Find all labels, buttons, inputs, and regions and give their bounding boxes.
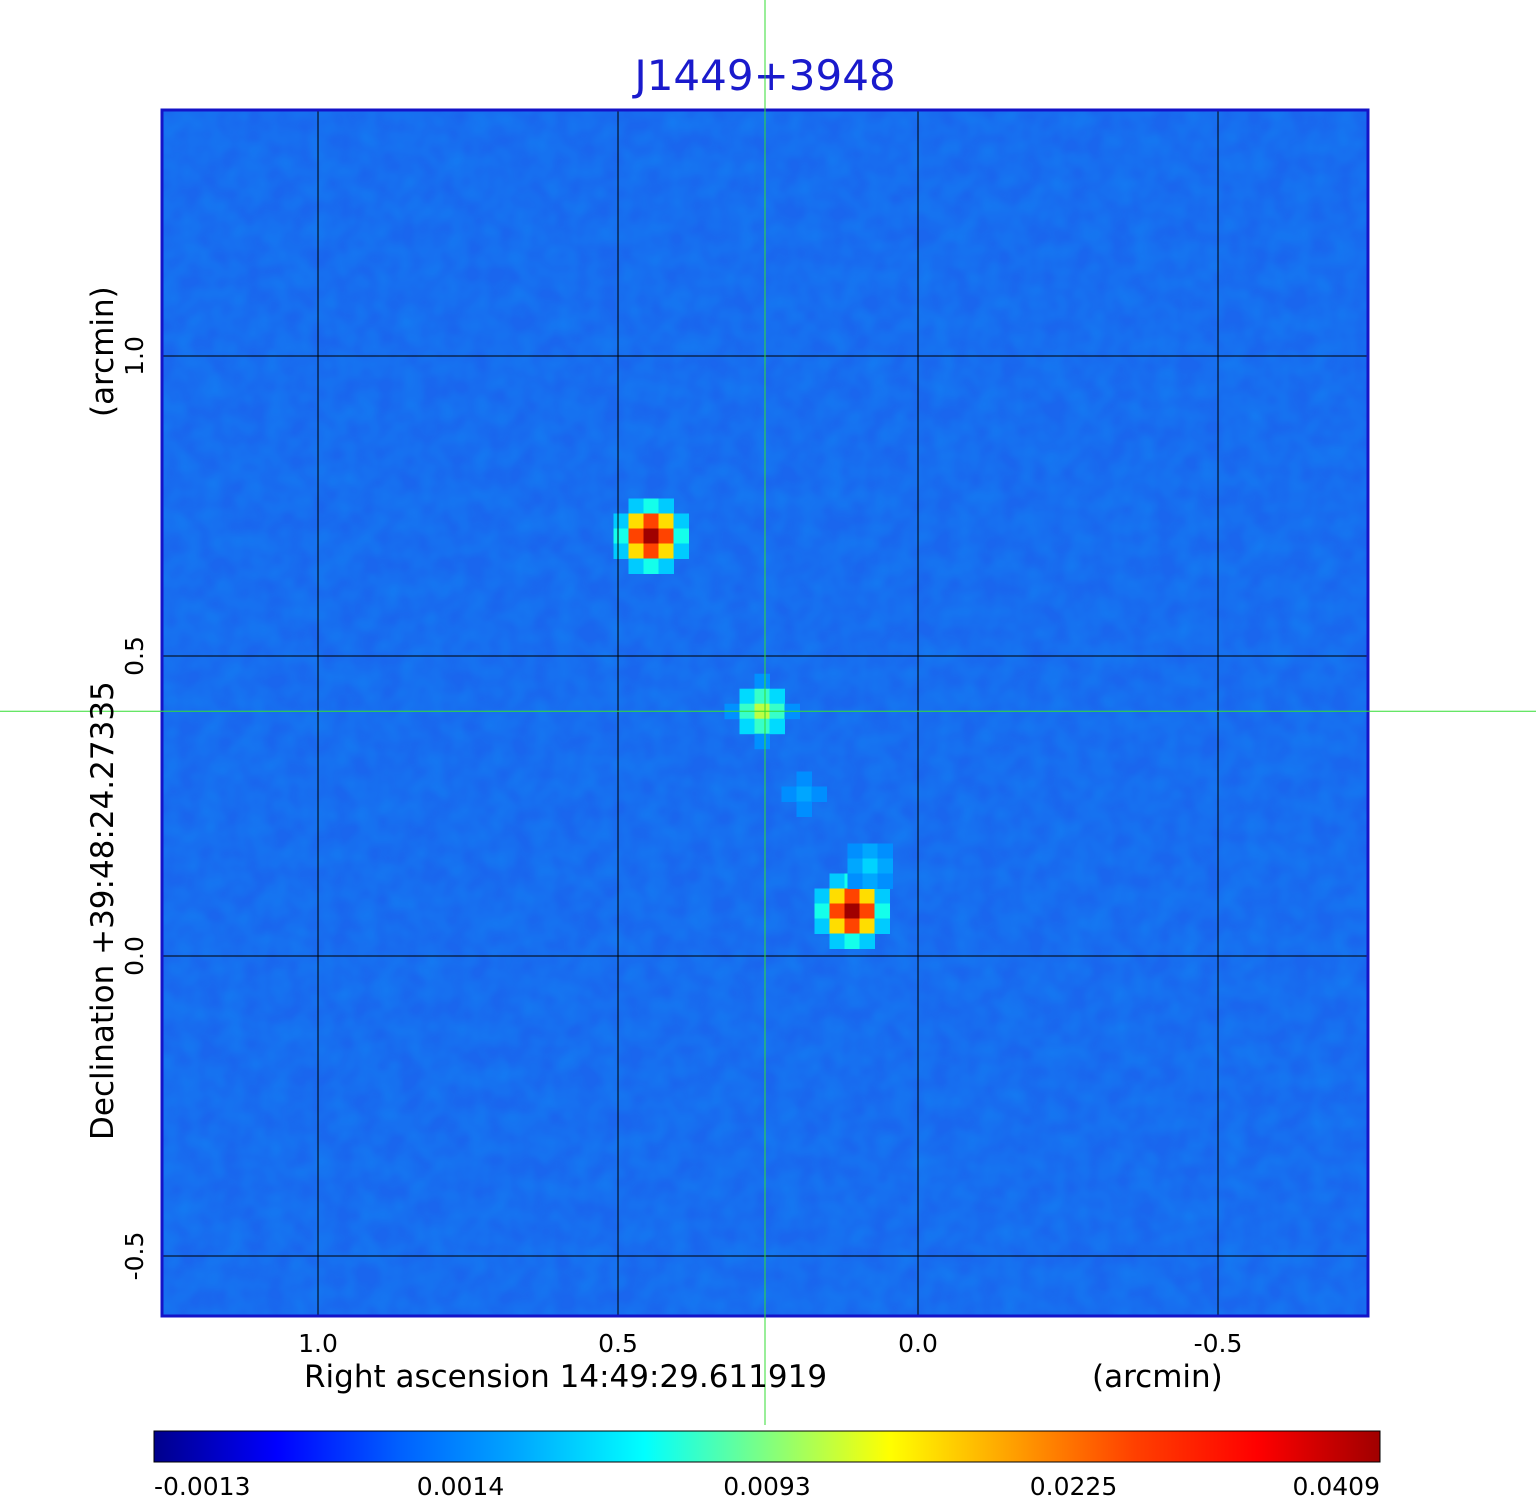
- source-pixel: [847, 843, 863, 859]
- y-axis-label: Declination +39:48:24.27335: [85, 681, 121, 1140]
- x-axis-unit: (arcmin): [1092, 1359, 1223, 1395]
- source-pixel: [829, 918, 845, 934]
- source-pixel: [847, 858, 863, 874]
- source-pixel: [829, 888, 845, 904]
- source-pixel: [643, 543, 659, 559]
- colorbar-tick-labels: -0.0013 0.0014 0.0093 0.0225 0.0409: [154, 1472, 1380, 1500]
- colorbar-tick-label: 0.0093: [723, 1472, 810, 1500]
- source-pixel: [859, 933, 875, 949]
- y-axis-unit: (arcmin): [85, 286, 121, 417]
- source-pixel: [613, 513, 629, 529]
- source-pixel: [829, 903, 845, 919]
- source-pixel: [859, 888, 875, 904]
- source-pixel: [874, 903, 890, 919]
- source-pixel: [673, 513, 689, 529]
- x-tick-label: -0.5: [1194, 1329, 1243, 1358]
- x-tick-label: 0.5: [598, 1329, 638, 1358]
- y-tick-labels: 1.0 0.5 0.0 -0.5: [120, 336, 149, 1280]
- colorbar: [153, 1430, 1381, 1463]
- source-pixel: [814, 918, 830, 934]
- source-pixel: [844, 903, 860, 919]
- colorbar-tick-label: 0.0225: [1030, 1472, 1117, 1500]
- source-pixel: [811, 786, 827, 802]
- source-pixel: [796, 801, 812, 817]
- y-tick-label: 1.0: [120, 336, 149, 376]
- source-pixel: [814, 888, 830, 904]
- y-tick-label: 0.0: [120, 936, 149, 976]
- x-axis-label: Right ascension 14:49:29.611919: [304, 1359, 827, 1395]
- x-tick-labels: 1.0 0.5 0.0 -0.5: [298, 1329, 1242, 1358]
- source-pixel: [673, 528, 689, 544]
- source-pixel: [658, 513, 674, 529]
- source-pixel: [874, 888, 890, 904]
- crosshair: [0, 0, 1536, 1425]
- source-pixel: [796, 786, 812, 802]
- source-pixel: [877, 843, 893, 859]
- source-pixel: [829, 873, 845, 889]
- source-pixel: [844, 918, 860, 934]
- source-pixel: [862, 873, 878, 889]
- source-pixel: [754, 733, 770, 750]
- source-pixel: [874, 918, 890, 934]
- source-pixel: [643, 558, 659, 574]
- y-tick-label: 0.5: [120, 636, 149, 676]
- source-pixel: [847, 873, 863, 889]
- source-pixel: [643, 513, 659, 529]
- source-pixel: [814, 903, 830, 919]
- source-pixel: [658, 528, 674, 544]
- source-pixel: [844, 933, 860, 949]
- source-pixel: [643, 498, 659, 514]
- source-pixel: [754, 673, 770, 690]
- source-pixel: [781, 786, 797, 802]
- source-pixel: [658, 498, 674, 514]
- colorbar-tick-label: 0.0409: [1293, 1472, 1380, 1500]
- radio-source: [613, 498, 689, 574]
- x-tick-label: 0.0: [898, 1329, 938, 1358]
- source-pixel: [628, 498, 644, 514]
- source-pixel: [877, 873, 893, 889]
- source-pixel: [769, 688, 785, 705]
- source-pixel: [628, 528, 644, 544]
- source-pixel: [658, 543, 674, 559]
- source-pixel: [739, 688, 755, 705]
- source-pixel: [754, 688, 770, 705]
- source-pixel: [796, 771, 812, 787]
- source-pixel: [673, 543, 689, 559]
- source-pixel: [769, 718, 785, 735]
- source-pixel: [844, 888, 860, 904]
- source-pixel: [658, 558, 674, 574]
- source-pixel: [628, 543, 644, 559]
- source-pixel: [643, 528, 659, 544]
- y-tick-label: -0.5: [120, 1232, 149, 1281]
- colorbar-tick-label: -0.0013: [154, 1472, 251, 1500]
- x-tick-label: 1.0: [298, 1329, 338, 1358]
- source-pixel: [613, 528, 629, 544]
- source-pixel: [754, 718, 770, 735]
- colorbar-tick-label: 0.0014: [417, 1472, 504, 1500]
- source-pixel: [859, 903, 875, 919]
- source-pixel: [628, 513, 644, 529]
- chart-title: J1449+3948: [631, 51, 895, 100]
- radio-source: [847, 843, 893, 889]
- source-pixel: [628, 558, 644, 574]
- source-pixel: [613, 543, 629, 559]
- radio-source: [781, 771, 827, 817]
- source-pixel: [739, 718, 755, 735]
- source-pixel: [862, 858, 878, 874]
- radio-sources: [613, 498, 893, 949]
- source-pixel: [859, 918, 875, 934]
- source-pixel: [829, 933, 845, 949]
- source-pixel: [862, 843, 878, 859]
- source-pixel: [877, 858, 893, 874]
